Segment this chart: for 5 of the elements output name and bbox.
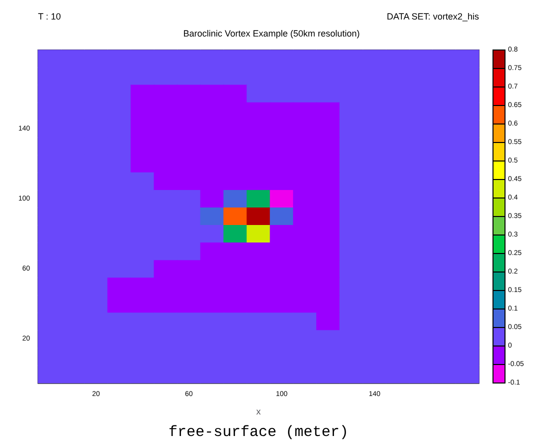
text: T : 10	[38, 12, 61, 22]
x-axis-title: x	[256, 406, 262, 416]
text: DATA SET: vortex2_his	[386, 12, 480, 22]
color-bar-title: free-surface (meter)	[168, 424, 349, 441]
chart-title: Baroclinic Vortex Example (50km resolution)	[183, 28, 360, 38]
